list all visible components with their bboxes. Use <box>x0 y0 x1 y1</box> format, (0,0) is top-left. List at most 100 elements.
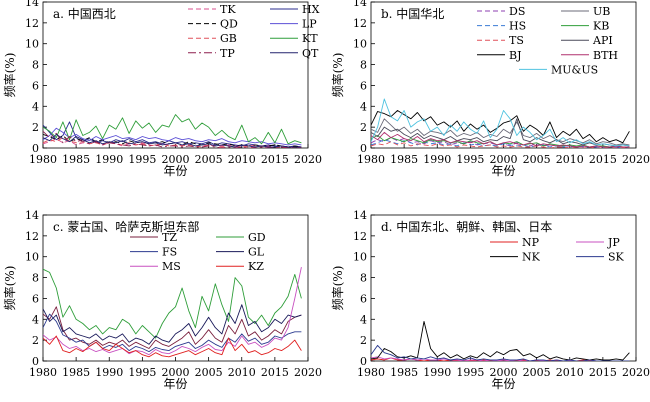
legend-item: GB <box>188 32 237 45</box>
x-tick-label: 2000 <box>162 153 190 166</box>
series-line-qt <box>43 133 302 148</box>
x-tick-label: 2015 <box>589 153 617 166</box>
x-tick-label: 2015 <box>261 366 289 379</box>
y-tick-label: 4 <box>32 313 39 326</box>
series-line-gd <box>43 268 302 339</box>
legend-label: LP <box>302 18 317 31</box>
x-tick-label: 1985 <box>390 153 418 166</box>
y-tick-label: 10 <box>25 38 39 51</box>
series-line-tp <box>43 130 302 148</box>
legend-label: UB <box>593 5 610 18</box>
y-tick-label: 8 <box>32 59 39 72</box>
series-line-api <box>371 118 630 147</box>
legend-item: NP <box>490 236 540 249</box>
x-tick-label: 1990 <box>95 153 123 166</box>
x-tick-label: 2010 <box>556 153 584 166</box>
y-axis-title: 频率(%) <box>2 53 17 98</box>
legend-item: KZ <box>216 260 264 273</box>
plot-frame <box>370 214 637 362</box>
y-tick-label: 2 <box>360 334 367 347</box>
legend: TZ GD FS GL MS KZ <box>130 231 266 273</box>
legend-label: QT <box>302 47 319 60</box>
y-tick-label: 14 <box>353 209 367 222</box>
x-axis-title: 年份 <box>491 164 515 178</box>
series-line-ub <box>371 118 630 146</box>
x-tick-label: 2005 <box>195 153 223 166</box>
x-tick-label: 2010 <box>228 153 256 166</box>
legend: TK HX QD LP GB KT TP QT <box>188 3 320 60</box>
panel-title: d. 中国东北、朝鲜、韩国、日本 <box>381 219 552 234</box>
legend-label: DS <box>509 5 525 18</box>
x-tick-label: 2020 <box>622 366 650 379</box>
y-tick-label: 0 <box>360 355 367 368</box>
x-tick-label: 1985 <box>390 366 418 379</box>
legend-label: BTH <box>593 49 618 62</box>
y-tick-label: 4 <box>360 100 367 113</box>
legend-label: NK <box>522 251 541 264</box>
legend-label: MS <box>162 260 181 273</box>
legend-label: GB <box>220 32 237 45</box>
legend-label: JP <box>607 236 620 249</box>
x-tick-label: 2010 <box>228 366 256 379</box>
legend-label: GL <box>248 246 265 259</box>
x-tick-label: 1990 <box>95 366 123 379</box>
x-tick-label: 1985 <box>62 153 90 166</box>
legend-item: TS <box>477 34 524 47</box>
series-line-kt <box>43 114 302 145</box>
x-tick-label: 1990 <box>423 366 451 379</box>
x-tick-label: 2005 <box>523 153 551 166</box>
legend-item: MU&US <box>519 63 598 76</box>
series-line-kz <box>43 335 302 358</box>
series-line-bj <box>371 110 630 144</box>
legend-label: TS <box>509 34 524 47</box>
x-tick-label: 1995 <box>456 153 484 166</box>
legend-label: HX <box>302 3 320 16</box>
x-tick-label: 1985 <box>62 366 90 379</box>
y-tick-label: 0 <box>32 142 39 155</box>
series-line-gl <box>43 304 302 345</box>
x-tick-label: 2020 <box>622 153 650 166</box>
legend-label: NP <box>522 236 540 249</box>
legend-item: KT <box>270 32 318 45</box>
chart-panel-a: 0 2 4 6 8 10 12 14 1980 1985 1990 1995 2000 2005 2010 2… <box>2 0 322 178</box>
x-axis-title: 年份 <box>163 377 187 391</box>
x-tick-label: 1995 <box>128 153 156 166</box>
series-line-fs <box>43 313 302 353</box>
panel-title: b. 中国华北 <box>381 6 444 21</box>
y-axis-title: 频率(%) <box>330 53 345 98</box>
x-tick-label: 2015 <box>589 366 617 379</box>
legend: NP JP NK SK <box>490 236 625 264</box>
y-tick-label: 10 <box>353 38 367 51</box>
legend-label: TP <box>220 47 235 60</box>
legend-item: DS <box>477 5 525 18</box>
y-tick-label: 12 <box>353 230 367 243</box>
legend-label: FS <box>162 246 177 259</box>
legend-item: GL <box>216 246 265 259</box>
y-tick-label: 14 <box>25 0 39 9</box>
y-tick-label: 6 <box>32 79 39 92</box>
legend-item: MS <box>130 260 181 273</box>
y-tick-label: 2 <box>360 121 367 134</box>
x-axis-title: 年份 <box>491 377 515 391</box>
y-axis-title: 频率(%) <box>2 266 17 311</box>
x-tick-label: 2005 <box>195 366 223 379</box>
legend-item: BTH <box>561 49 618 62</box>
x-tick-label: 2020 <box>294 153 322 166</box>
x-tick-label: 1995 <box>456 366 484 379</box>
legend-item: JP <box>576 236 620 249</box>
x-tick-label: 2010 <box>556 366 584 379</box>
legend-label: GD <box>248 231 266 244</box>
legend-item: TK <box>188 3 236 16</box>
x-tick-label: 2020 <box>294 366 322 379</box>
legend-item: API <box>561 34 613 47</box>
x-tick-label: 2015 <box>261 153 289 166</box>
x-tick-label: 2000 <box>162 366 190 379</box>
y-tick-label: 2 <box>32 334 39 347</box>
y-tick-label: 2 <box>32 121 39 134</box>
series-lines <box>371 98 630 148</box>
x-tick-label: 1980 <box>357 153 385 166</box>
legend-label: API <box>592 34 613 47</box>
legend-item: QT <box>270 47 319 60</box>
y-tick-label: 6 <box>32 292 39 305</box>
series-line-tz <box>43 306 302 349</box>
